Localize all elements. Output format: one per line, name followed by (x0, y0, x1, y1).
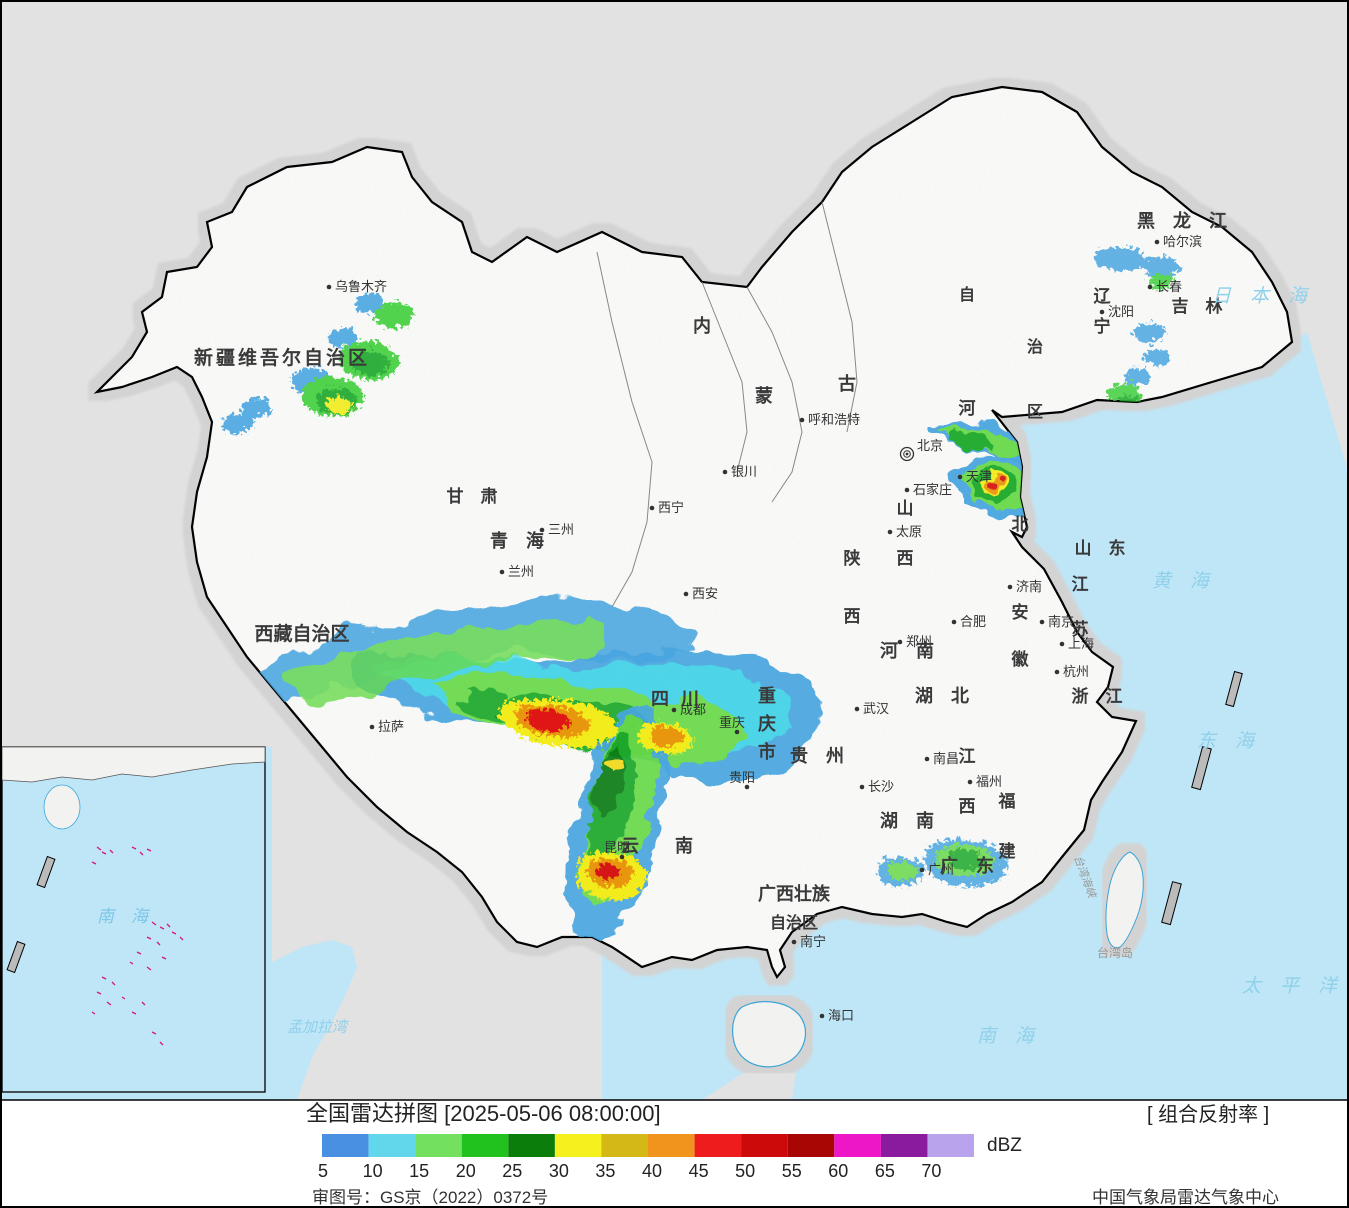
svg-text:西宁: 西宁 (658, 500, 684, 515)
svg-text:安: 安 (1012, 602, 1029, 622)
svg-text:建: 建 (999, 841, 1016, 861)
svg-text:南 海: 南 海 (97, 907, 151, 926)
svg-text:自: 自 (959, 285, 975, 304)
svg-text:石家庄: 石家庄 (913, 482, 952, 497)
svg-text:庆: 庆 (758, 713, 776, 734)
svg-text:太 平 洋: 太 平 洋 (1242, 975, 1339, 997)
svg-text:日 本 海: 日 本 海 (1212, 286, 1310, 307)
svg-text:西: 西 (897, 549, 914, 568)
svg-text:黑 龙 江: 黑 龙 江 (1137, 210, 1227, 231)
svg-text:35: 35 (595, 1161, 615, 1181)
svg-text:甘 肃: 甘 肃 (447, 486, 498, 506)
svg-text:30: 30 (549, 1161, 569, 1181)
svg-text:北: 北 (1012, 515, 1029, 534)
svg-text:治: 治 (1027, 337, 1043, 356)
svg-text:长沙: 长沙 (868, 779, 894, 794)
svg-text:贵阳: 贵阳 (729, 770, 755, 785)
svg-text:蒙: 蒙 (755, 386, 773, 406)
svg-text:南京: 南京 (1048, 614, 1074, 629)
svg-text:黄 海: 黄 海 (1152, 571, 1212, 592)
svg-text:东 海: 东 海 (1197, 730, 1257, 752)
svg-text:孟加拉湾: 孟加拉湾 (287, 1019, 350, 1036)
svg-text:60: 60 (828, 1161, 848, 1181)
svg-text:徽: 徽 (1011, 649, 1030, 669)
svg-text:郑州: 郑州 (906, 634, 932, 649)
svg-text:广西壮族: 广西壮族 (758, 883, 831, 904)
svg-text:南 海: 南 海 (977, 1026, 1037, 1047)
svg-text:银川: 银川 (731, 464, 757, 479)
svg-text:区: 区 (1027, 403, 1043, 421)
svg-text:西安: 西安 (692, 586, 718, 601)
svg-text:内: 内 (693, 315, 711, 336)
svg-text:55: 55 (782, 1161, 802, 1181)
svg-text:上海: 上海 (1068, 636, 1094, 651)
svg-text:江: 江 (959, 747, 976, 766)
svg-text:南昌: 南昌 (933, 751, 959, 766)
svg-text:50: 50 (735, 1161, 755, 1181)
svg-text:10: 10 (363, 1161, 383, 1181)
svg-text:杭州: 杭州 (1063, 664, 1089, 679)
svg-text:15: 15 (409, 1161, 429, 1181)
svg-text:重庆: 重庆 (719, 715, 745, 730)
svg-text:陕: 陕 (844, 548, 861, 568)
svg-text:北京: 北京 (917, 438, 943, 453)
svg-text:哈尔滨: 哈尔滨 (1163, 234, 1202, 249)
svg-text:拉萨: 拉萨 (378, 719, 404, 734)
svg-text:重: 重 (758, 685, 776, 706)
svg-text:山: 山 (897, 499, 914, 518)
svg-text:自治区: 自治区 (770, 913, 818, 932)
svg-text:太原: 太原 (896, 524, 922, 539)
svg-text:云 南: 云 南 (621, 835, 693, 856)
svg-text:河: 河 (959, 399, 976, 418)
svg-text:中国气象局雷达气象中心: 中国气象局雷达气象中心 (1092, 1188, 1279, 1207)
svg-text:浙 江: 浙 江 (1072, 686, 1123, 706)
svg-text:四: 四 (651, 689, 669, 709)
svg-text:西: 西 (844, 607, 861, 626)
svg-text:广州: 广州 (928, 862, 954, 877)
svg-text:福州: 福州 (976, 774, 1002, 789)
svg-text:乌鲁木齐: 乌鲁木齐 (335, 279, 387, 294)
svg-text:西: 西 (959, 797, 976, 816)
svg-text:审图号：GS京（2022）0372号: 审图号：GS京（2022）0372号 (312, 1188, 548, 1207)
svg-text:70: 70 (921, 1161, 941, 1181)
svg-text:贵 州: 贵 州 (790, 746, 844, 766)
svg-text:5: 5 (318, 1161, 328, 1181)
svg-text:长春: 长春 (1156, 279, 1182, 294)
svg-text:天津: 天津 (966, 469, 992, 484)
svg-text:呼和浩特: 呼和浩特 (808, 412, 860, 427)
svg-text:45: 45 (689, 1161, 709, 1181)
svg-text:济南: 济南 (1016, 579, 1042, 594)
svg-text:海口: 海口 (828, 1008, 854, 1023)
svg-text:湖 南: 湖 南 (880, 810, 934, 831)
svg-text:[ 组合反射率 ]: [ 组合反射率 ] (1147, 1103, 1269, 1126)
svg-text:古: 古 (838, 373, 856, 394)
svg-text:dBZ: dBZ (987, 1135, 1022, 1156)
svg-text:南宁: 南宁 (800, 934, 826, 949)
svg-text:20: 20 (456, 1161, 476, 1181)
svg-text:新疆维吾尔自治区: 新疆维吾尔自治区 (194, 346, 370, 369)
svg-text:兰州: 兰州 (508, 564, 534, 579)
svg-text:福: 福 (998, 791, 1016, 811)
svg-text:武汉: 武汉 (863, 701, 889, 716)
svg-text:合肥: 合肥 (960, 614, 986, 629)
svg-text:宁: 宁 (1094, 316, 1111, 336)
svg-text:西藏自治区: 西藏自治区 (254, 622, 349, 645)
svg-text:40: 40 (642, 1161, 662, 1181)
svg-text:三州: 三州 (548, 522, 574, 537)
svg-text:成都: 成都 (680, 702, 706, 717)
svg-text:青 海: 青 海 (490, 530, 544, 551)
svg-text:台湾岛: 台湾岛 (1097, 945, 1133, 960)
svg-text:沈阳: 沈阳 (1108, 304, 1134, 319)
svg-text:25: 25 (502, 1161, 522, 1181)
svg-text:江: 江 (1072, 575, 1089, 594)
svg-text:昆明: 昆明 (604, 840, 630, 855)
svg-text:湖 北: 湖 北 (915, 686, 969, 706)
svg-text:市: 市 (758, 741, 776, 762)
svg-text:全国雷达拼图 [2025-05-06 08:00:00]: 全国雷达拼图 [2025-05-06 08:00:00] (306, 1101, 661, 1126)
svg-text:65: 65 (875, 1161, 895, 1181)
svg-text:山 东: 山 东 (1075, 538, 1126, 558)
